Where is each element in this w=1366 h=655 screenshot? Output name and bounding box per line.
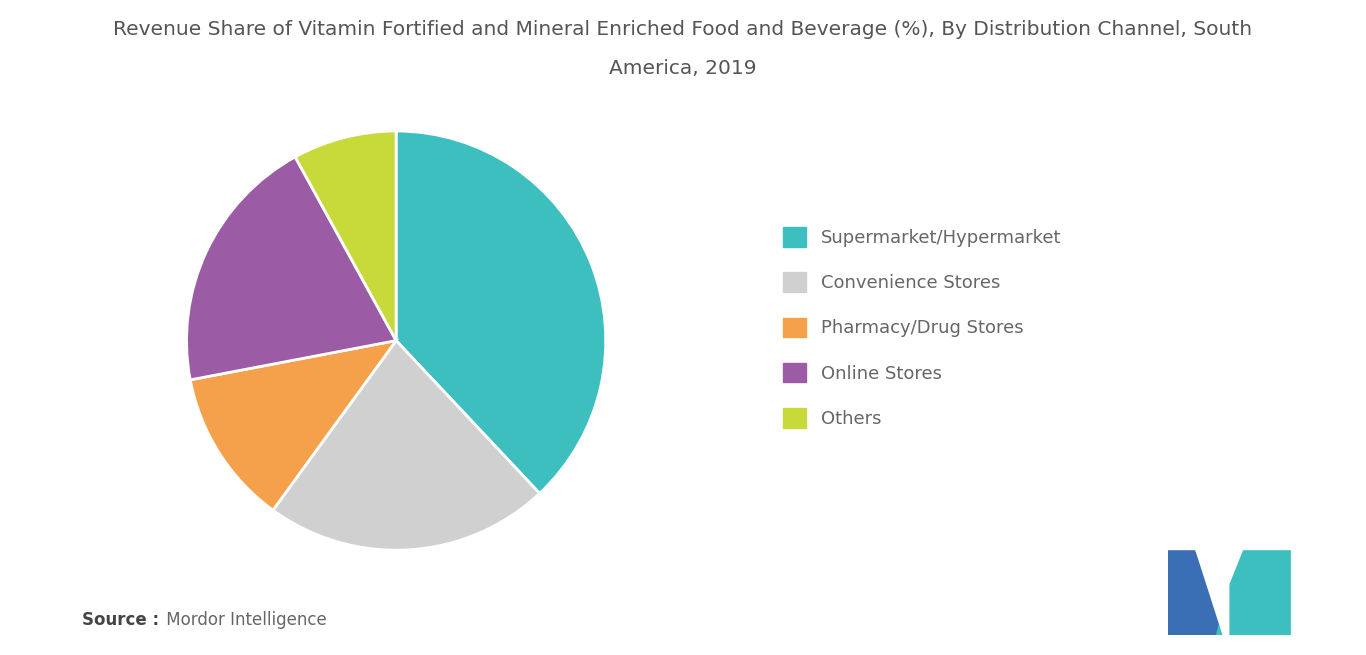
- Wedge shape: [295, 131, 396, 341]
- Text: Source :: Source :: [82, 611, 158, 629]
- Wedge shape: [190, 341, 396, 510]
- Legend: Supermarket/Hypermarket, Convenience Stores, Pharmacy/Drug Stores, Online Stores: Supermarket/Hypermarket, Convenience Sto…: [775, 218, 1071, 437]
- Text: America, 2019: America, 2019: [609, 59, 757, 78]
- Wedge shape: [187, 157, 396, 380]
- Text: Revenue Share of Vitamin Fortified and Mineral Enriched Food and Beverage (%), B: Revenue Share of Vitamin Fortified and M…: [113, 20, 1253, 39]
- Text: Mordor Intelligence: Mordor Intelligence: [161, 611, 326, 629]
- Polygon shape: [1216, 550, 1291, 635]
- Polygon shape: [1168, 550, 1229, 635]
- Polygon shape: [1195, 550, 1229, 635]
- Wedge shape: [396, 131, 605, 493]
- Wedge shape: [273, 341, 540, 550]
